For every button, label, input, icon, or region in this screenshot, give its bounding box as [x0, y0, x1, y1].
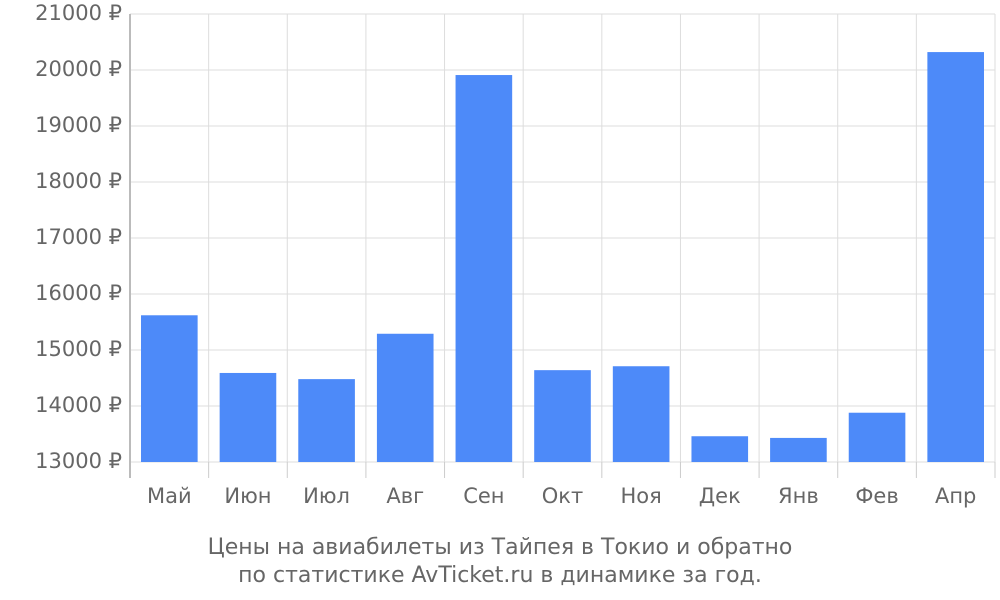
- x-tick-label: Сен: [463, 484, 504, 508]
- bar: [612, 366, 670, 462]
- y-tick-label: 17000 ₽: [35, 225, 122, 249]
- bar: [455, 75, 513, 462]
- y-tick-label: 18000 ₽: [35, 169, 122, 193]
- x-tick-label: Янв: [778, 484, 819, 508]
- chart-title: Цены на авиабилеты из Тайпея в Токио и о…: [208, 535, 793, 560]
- y-tick-label: 15000 ₽: [35, 337, 122, 361]
- bar: [376, 333, 434, 462]
- bar: [219, 372, 277, 462]
- x-tick-label: Дек: [699, 484, 741, 508]
- bar: [534, 370, 591, 462]
- bar: [691, 436, 749, 462]
- x-tick-label: Июн: [224, 484, 271, 508]
- bar: [848, 412, 906, 462]
- x-tick-label: Фев: [855, 484, 898, 508]
- y-tick-label: 13000 ₽: [35, 449, 122, 473]
- y-tick-label: 21000 ₽: [35, 1, 122, 25]
- x-tick-label: Окт: [542, 484, 583, 508]
- x-tick-label: Апр: [935, 484, 976, 508]
- x-tick-label: Ноя: [620, 484, 661, 508]
- bar: [927, 52, 984, 463]
- y-tick-label: 20000 ₽: [35, 57, 122, 81]
- chart-subtitle: по статистике AvTicket.ru в динамике за …: [238, 563, 762, 588]
- bar: [298, 379, 355, 462]
- y-tick-label: 16000 ₽: [35, 281, 122, 305]
- y-tick-label: 14000 ₽: [35, 393, 122, 417]
- bar: [770, 437, 827, 462]
- x-tick-label: Май: [147, 484, 192, 508]
- y-tick-label: 19000 ₽: [35, 113, 122, 137]
- x-tick-label: Авг: [386, 484, 424, 508]
- bar: [141, 315, 198, 462]
- x-tick-label: Июл: [303, 484, 350, 508]
